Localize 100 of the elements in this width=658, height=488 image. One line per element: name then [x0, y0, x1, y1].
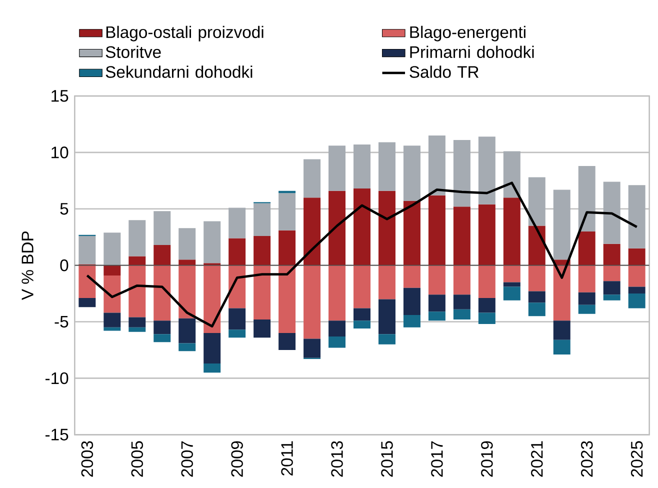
bar: [104, 232, 121, 266]
bar: [428, 294, 446, 312]
bar: [328, 190, 346, 266]
y-tick-label: -15: [45, 428, 68, 440]
bar: [478, 136, 496, 204]
bar: [104, 275, 121, 313]
bar: [278, 193, 296, 230]
bar: [553, 340, 570, 355]
x-tick-label: 2007: [181, 441, 194, 477]
bar: [154, 334, 171, 342]
bar: [628, 286, 646, 294]
bar: [204, 221, 221, 264]
legend-label: Sekundarni dohodki: [106, 66, 252, 78]
bar: [503, 151, 520, 198]
bar: [453, 140, 470, 207]
bar: [328, 336, 346, 348]
x-tick-label: 2021: [531, 441, 543, 477]
bar: [354, 308, 370, 321]
bar: [154, 245, 171, 266]
bar: [328, 146, 346, 191]
bar: [553, 190, 570, 260]
x-tick-label: 2011: [281, 441, 293, 476]
bar: [304, 265, 321, 339]
bar: [603, 244, 620, 266]
bar: [503, 282, 520, 287]
bar: [278, 265, 296, 334]
bar: [428, 136, 446, 196]
bar: [128, 220, 146, 256]
bar: [453, 309, 470, 320]
bar: [503, 265, 520, 282]
bar: [578, 265, 596, 292]
bar: [154, 320, 171, 334]
bar: [304, 159, 321, 198]
bar: [603, 294, 620, 300]
bar: [578, 304, 596, 314]
y-axis-title: V % BDP: [22, 231, 34, 300]
bar: [78, 265, 96, 298]
bar: [128, 265, 146, 318]
bar: [228, 330, 246, 338]
bar: [228, 208, 246, 238]
bar: [403, 200, 420, 266]
bar: [403, 288, 420, 315]
bar: [228, 308, 246, 330]
x-tick-label: 2009: [231, 441, 243, 477]
bar: [528, 177, 546, 226]
bar: [478, 298, 496, 313]
legend-label: Blago-energenti: [410, 26, 526, 42]
bar: [403, 146, 420, 201]
bar: [378, 299, 396, 334]
bar: [278, 230, 296, 266]
x-tick-label: 2023: [580, 441, 593, 477]
bar: [378, 142, 396, 191]
legend-label: Storitve: [106, 46, 161, 58]
bar: [178, 343, 196, 352]
y-tick-label: -10: [45, 372, 68, 384]
bar: [178, 265, 196, 318]
bar: [128, 317, 146, 328]
x-tick-label: 2003: [81, 441, 94, 477]
bar: [178, 318, 196, 344]
bar: [204, 333, 221, 364]
legend-label: Primarni dohodki: [410, 46, 534, 58]
bar: [578, 292, 596, 305]
bar: [254, 203, 271, 236]
bar: [354, 188, 370, 266]
line-series: [86, 182, 638, 328]
bar: [428, 312, 446, 321]
bar: [403, 265, 420, 288]
bar: [78, 298, 96, 308]
bar: [254, 320, 271, 338]
bar: [154, 265, 171, 321]
bar: [403, 314, 420, 328]
bar: [528, 265, 546, 292]
bar: [603, 281, 620, 295]
bar: [378, 265, 396, 300]
bar: [128, 256, 146, 266]
bar: [453, 294, 470, 310]
bar: [578, 166, 596, 232]
x-tick-label: 2017: [431, 441, 443, 477]
bar: [453, 206, 470, 266]
bar: [478, 265, 496, 298]
bar: [104, 327, 121, 331]
bar: [254, 236, 271, 266]
bar: [453, 265, 470, 295]
x-tick-label: 2013: [331, 441, 343, 477]
bar: [553, 265, 570, 321]
y-tick-label: 15: [52, 90, 68, 102]
bar: [228, 238, 246, 266]
bar: [104, 265, 121, 276]
bar: [354, 265, 370, 308]
bar: [328, 265, 346, 321]
x-tick-label: 2019: [481, 441, 493, 477]
x-tick-label: 2015: [381, 441, 393, 477]
bar: [603, 265, 620, 282]
bar: [553, 320, 570, 340]
bar: [154, 211, 171, 246]
bar: [528, 302, 546, 316]
legend-label: Saldo TR: [410, 66, 479, 78]
bar: [378, 334, 396, 344]
bar: [478, 312, 496, 324]
bar: [478, 204, 496, 266]
